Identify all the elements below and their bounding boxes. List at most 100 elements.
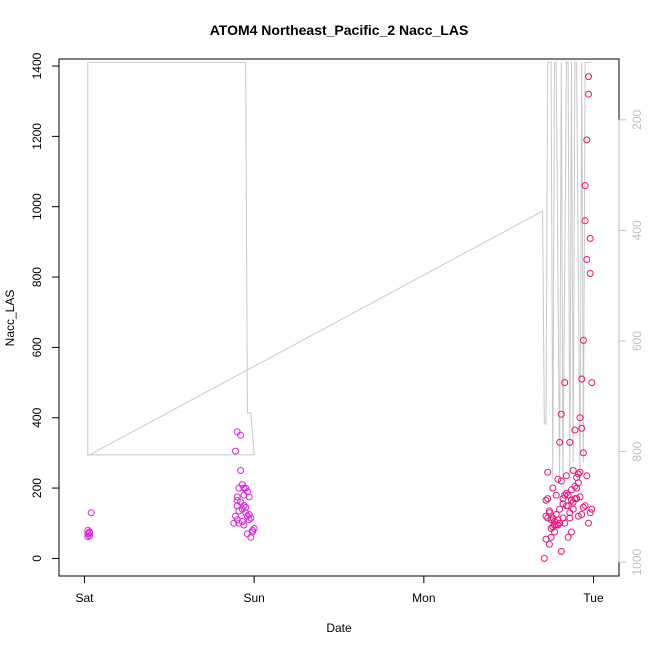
right-y-tick-label: 1000 (630, 549, 644, 576)
data-point (576, 468, 584, 476)
right-y-tick-label: 800 (630, 441, 644, 461)
data-point (561, 379, 569, 387)
data-point (242, 509, 250, 517)
data-point (247, 514, 255, 522)
points-layer (84, 73, 596, 562)
data-point (583, 136, 591, 144)
x-tick-label: Sat (75, 591, 94, 605)
data-point (578, 375, 586, 383)
data-point (581, 502, 589, 510)
altitude-line (86, 61, 592, 480)
data-point (243, 512, 251, 520)
data-point (232, 447, 239, 455)
data-point (238, 518, 246, 525)
data-point (568, 486, 575, 494)
y-tick-label: 1000 (30, 193, 44, 220)
data-point (585, 73, 592, 81)
data-point (586, 234, 594, 242)
data-point (245, 516, 253, 524)
data-point (579, 449, 587, 457)
y-tick-label: 0 (30, 555, 44, 562)
data-point (569, 498, 577, 506)
data-point (579, 336, 587, 344)
data-point (578, 424, 586, 432)
y-tick-label: 400 (30, 407, 44, 427)
data-point (586, 509, 594, 517)
y-tick-label: 600 (30, 337, 44, 357)
data-point (571, 495, 579, 503)
y-axis-label: Nacc_LAS (3, 290, 17, 347)
right-y-axis: 200 400 600 800 1000 (618, 109, 644, 576)
y-tick-label: 200 (30, 478, 44, 498)
data-point (585, 90, 592, 98)
data-point (569, 505, 577, 513)
data-point (571, 426, 579, 434)
x-tick-label: Tue (583, 591, 604, 605)
data-point (588, 505, 596, 513)
data-point (232, 512, 239, 520)
data-point (545, 540, 553, 548)
data-point (586, 270, 594, 277)
data-point (583, 472, 591, 480)
data-point (87, 509, 95, 517)
right-y-tick-label: 400 (630, 220, 644, 240)
data-point (561, 491, 569, 499)
data-point (547, 525, 555, 532)
data-point (554, 516, 562, 524)
altitude-line-layer (86, 61, 592, 480)
data-point (544, 514, 552, 522)
data-point (552, 491, 560, 499)
data-point (540, 554, 548, 562)
x-tick-label: Sun (243, 591, 264, 605)
data-point (571, 482, 579, 490)
data-point (562, 489, 570, 497)
data-point (557, 410, 565, 418)
data-point (568, 528, 575, 536)
data-point (581, 182, 589, 190)
data-point (551, 528, 558, 536)
data-point (235, 507, 243, 515)
data-point (544, 495, 552, 503)
data-point (233, 496, 241, 504)
data-point (86, 529, 93, 537)
data-point (588, 379, 596, 387)
data-point (233, 428, 241, 436)
data-point (233, 493, 241, 501)
data-point (576, 414, 584, 422)
data-point (240, 484, 248, 492)
data-point (551, 521, 558, 529)
plot-frame (58, 58, 620, 577)
data-point (237, 431, 245, 439)
data-point (566, 514, 574, 522)
x-tick-label: Mon (412, 591, 435, 605)
data-point (581, 217, 589, 225)
y-tick-label: 1200 (30, 123, 44, 150)
y-tick-label: 1400 (30, 52, 44, 79)
data-point (250, 525, 258, 532)
y-axis: 0 200 400 600 800 1000 1200 1400 (30, 52, 60, 562)
data-point (564, 533, 572, 541)
data-point (585, 519, 592, 527)
right-y-tick-label: 600 (630, 331, 644, 351)
data-point (547, 533, 555, 541)
data-point (556, 438, 564, 446)
right-y-tick-label: 200 (630, 109, 644, 129)
data-point (242, 503, 250, 511)
y-tick-label: 800 (30, 267, 44, 287)
data-point (557, 477, 565, 485)
data-point (240, 502, 248, 510)
data-point (579, 503, 587, 511)
data-point (238, 481, 246, 489)
x-axis: Sat Sun Mon Tue (75, 575, 604, 605)
data-point (569, 467, 577, 474)
data-point (542, 496, 550, 504)
data-point (554, 475, 562, 483)
data-point (547, 516, 555, 524)
data-point (561, 519, 569, 527)
data-point (549, 484, 557, 492)
data-point (556, 505, 564, 513)
data-point (245, 511, 253, 518)
data-point (574, 470, 582, 478)
data-point (562, 472, 570, 480)
